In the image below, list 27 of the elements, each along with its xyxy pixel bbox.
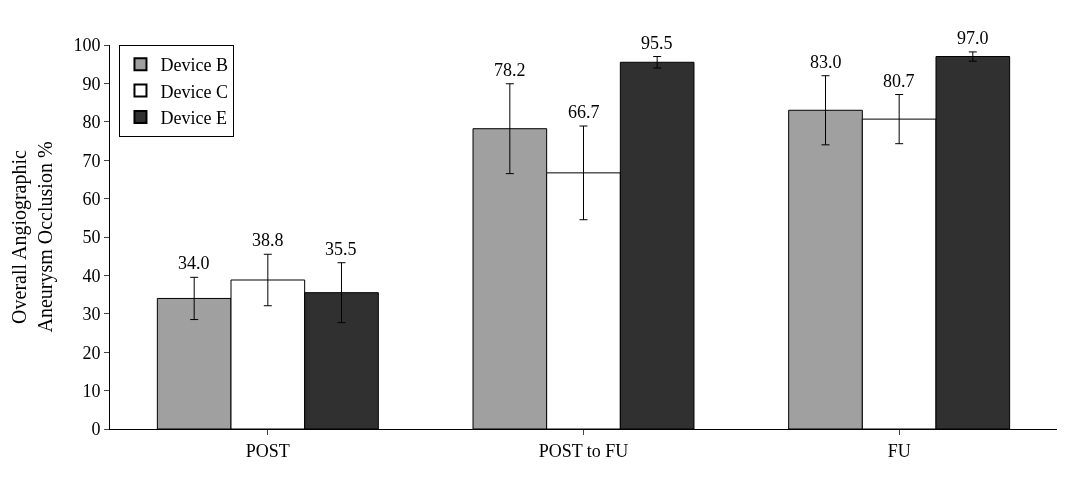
y-tick-label: 80 [82,112,101,133]
y-tick-label: 20 [82,342,101,363]
y-tick-label: 30 [82,304,101,325]
data-label: 95.5 [641,33,673,53]
y-tick-label: 10 [82,380,101,401]
y-tick-label: 90 [82,73,101,94]
y-tick-label: 40 [82,265,101,286]
data-label: 80.7 [883,71,915,91]
data-label: 66.7 [568,102,600,122]
y-tick-label: 50 [82,227,101,248]
legend-label: Device C [160,81,228,102]
data-label: 38.8 [252,230,284,250]
legend-label: Device E [160,108,227,129]
y-tick-label: 0 [91,419,101,440]
y-tick-label: 70 [82,150,101,171]
y-tick-label: 60 [82,188,101,209]
x-tick-label: FU [887,440,911,461]
data-label: 78.2 [494,60,526,80]
data-label: 97.0 [957,28,989,48]
x-tick-label: POST [245,440,290,461]
x-tick-label: POST to FU [538,440,629,461]
data-label: 34.0 [178,253,210,273]
data-label: 83.0 [810,52,842,72]
data-label: 35.5 [325,239,357,259]
y-axis-title: Overall Angiographic Aneurysm Occlusion % [7,141,57,333]
legend-label: Device B [160,55,228,76]
y-tick-label: 100 [73,35,101,56]
